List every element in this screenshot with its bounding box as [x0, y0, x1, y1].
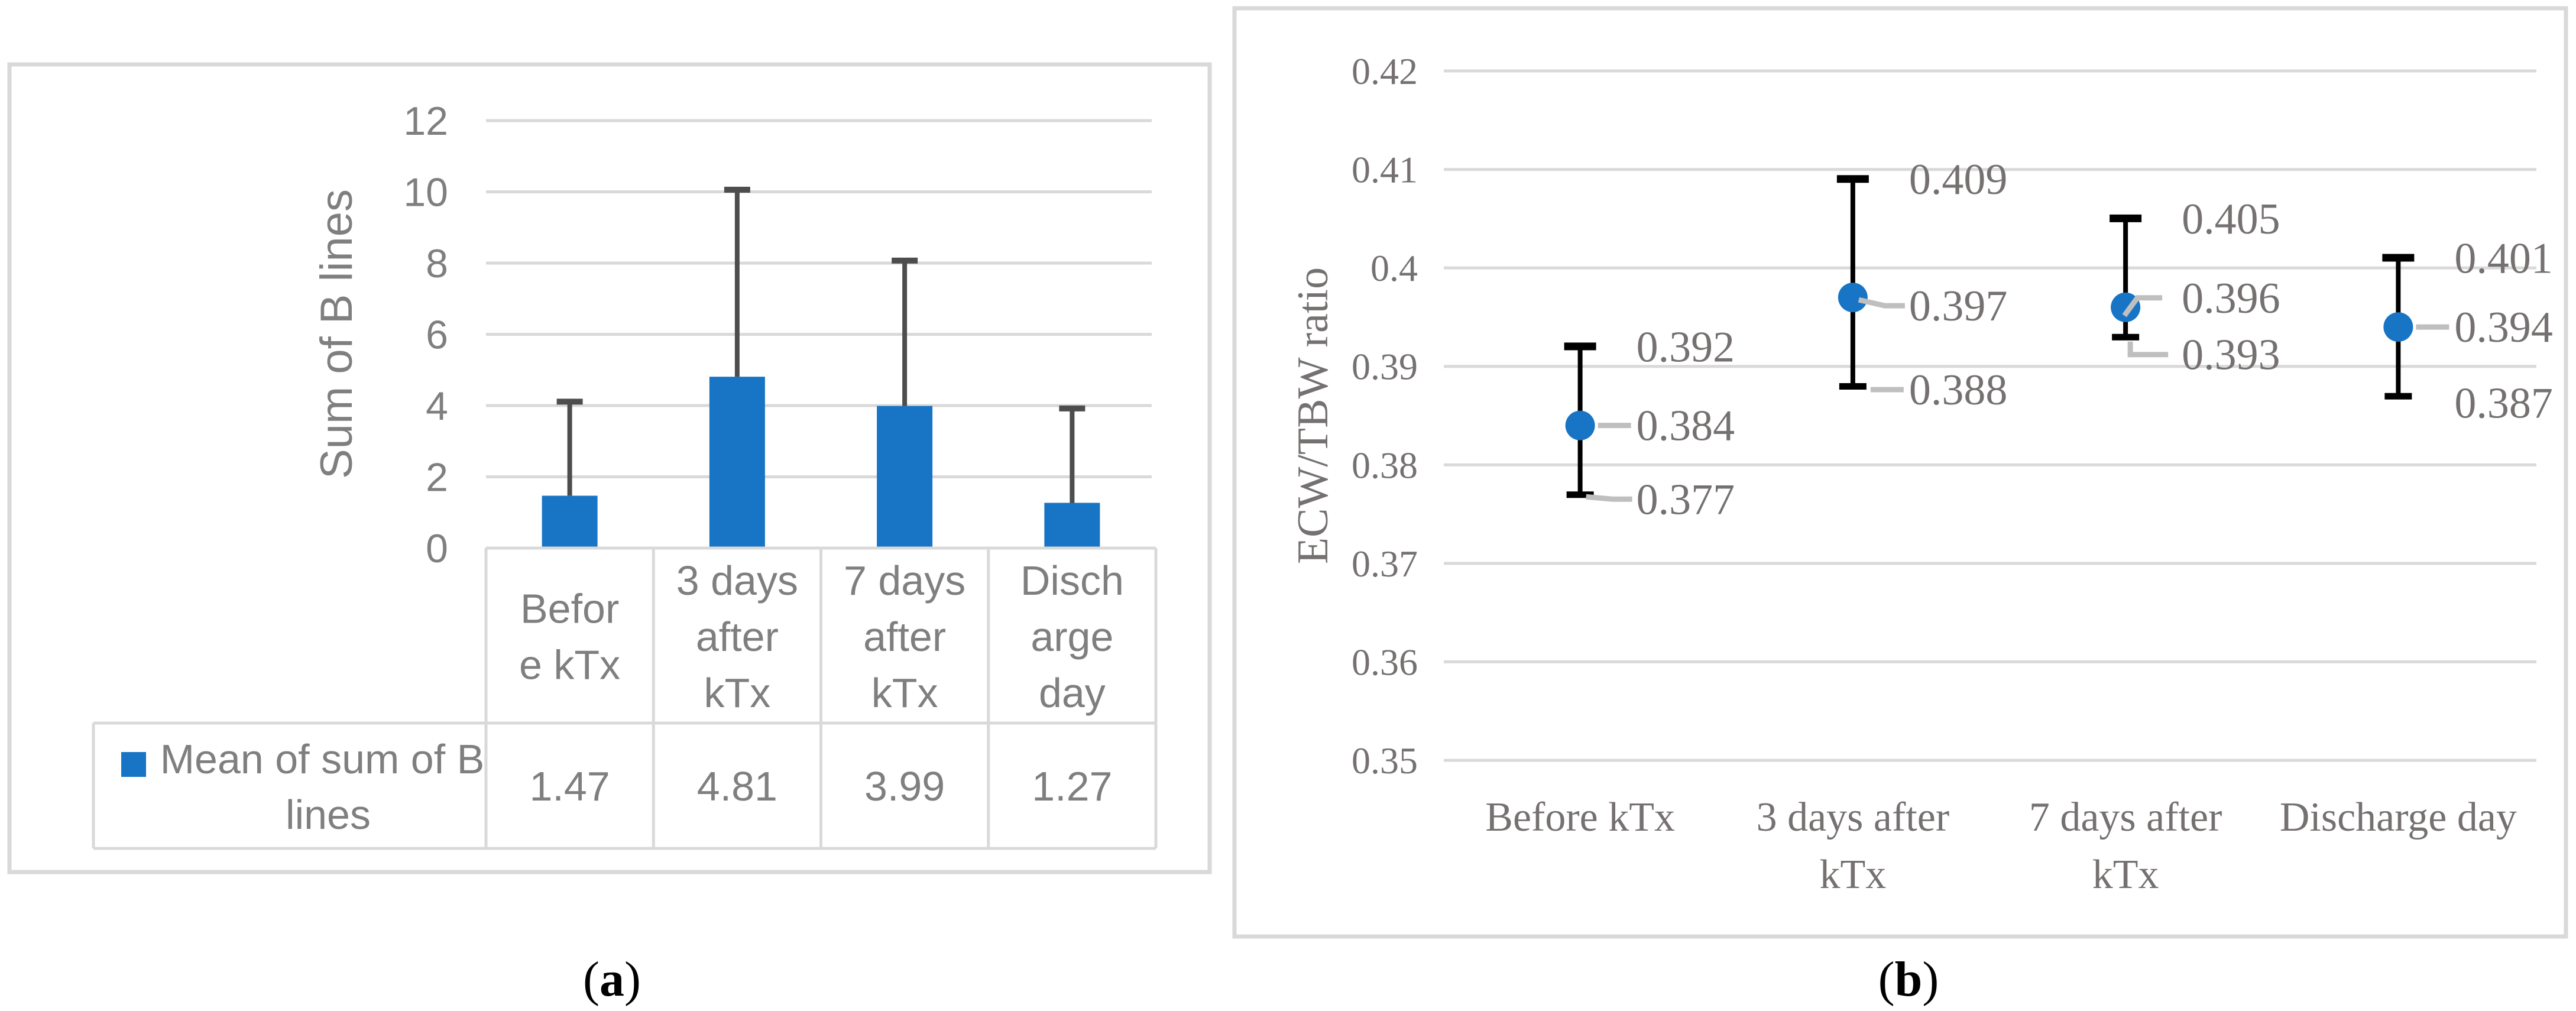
table-value: 1.27 [1032, 763, 1112, 809]
data-label-lower: 0.388 [1909, 366, 2008, 414]
error-bar-cap [1059, 405, 1086, 411]
legend-series-name: Mean of sum of B [160, 736, 485, 782]
caption-a-letter: a [600, 952, 624, 1007]
error-bar-cap-top [1564, 342, 1596, 351]
x-axis-category-label: kTx [2092, 852, 2159, 897]
data-label-leader-line [1858, 297, 1905, 309]
table-category-label: 3 days [676, 558, 798, 604]
y-axis-tick-label: 12 [403, 99, 448, 144]
table-category-label: kTx [871, 670, 938, 716]
y-axis-tick-label: 0.36 [1352, 641, 1418, 683]
table-value: 3.99 [864, 763, 945, 809]
error-bar-cap-bottom [2112, 333, 2140, 341]
error-bar-cap-top [2382, 254, 2415, 262]
table-category-label: e kTx [519, 642, 620, 688]
data-label-leader-line [2122, 295, 2163, 317]
mean-marker [2383, 312, 2413, 342]
y-axis-tick-label: 6 [426, 313, 448, 358]
y-axis-tick-label: 0 [426, 526, 448, 571]
caption-b-open: ( [1878, 952, 1895, 1007]
table-category-label: 7 days [844, 558, 965, 604]
error-bar-cap-bottom [2384, 393, 2412, 400]
caption-a-close: ) [624, 952, 641, 1007]
data-label-mean: 0.384 [1637, 402, 1735, 451]
data-label-mean: 0.396 [2182, 274, 2280, 323]
data-label-upper: 0.401 [2454, 234, 2553, 283]
data-label-mean: 0.394 [2454, 303, 2553, 352]
data-label-upper: 0.392 [1637, 323, 1735, 371]
error-bar-cap [892, 257, 918, 264]
y-axis-title: Sum of B lines [312, 189, 362, 479]
y-axis-tick-label: 0.37 [1352, 543, 1418, 585]
bar [1044, 503, 1100, 548]
bar [709, 377, 765, 548]
x-axis-category-label: Discharge day [2280, 795, 2517, 840]
mean-marker [1838, 283, 1868, 313]
table-category-label: arge [1031, 614, 1113, 660]
y-axis-tick-label: 0.42 [1352, 50, 1418, 92]
table-value: 1.47 [530, 763, 610, 809]
table-category-label: kTx [704, 670, 770, 716]
y-axis-tick-label: 0.39 [1352, 346, 1418, 388]
data-label-mean: 0.397 [1909, 282, 2008, 330]
mean-marker [1565, 410, 1595, 440]
data-label-leader-line [1586, 494, 1632, 502]
error-bar-cap [724, 186, 750, 193]
y-axis-tick-label: 2 [426, 455, 448, 500]
bar [877, 406, 933, 548]
panel-b-scatter-chart: 0.42 0.41 0.4 0.39 0.38 0.37 0.36 0.35 ECW/TBW r… [1232, 6, 2568, 939]
data-label-upper: 0.409 [1909, 155, 2008, 204]
x-axis-category-label: 3 days after [1757, 795, 1950, 840]
x-axis-category-label: 7 days after [2029, 795, 2222, 840]
table-value: 4.81 [697, 763, 777, 809]
y-axis-tick-label: 0.4 [1370, 247, 1418, 289]
data-label-lower: 0.387 [2454, 380, 2553, 428]
error-bar-cap-bottom [1566, 491, 1594, 498]
y-axis-tick-label: 4 [426, 384, 448, 429]
caption-a-open: ( [583, 952, 600, 1007]
x-axis-category-label: Before kTx [1485, 795, 1675, 840]
data-label-lower: 0.393 [2182, 331, 2280, 380]
y-axis-tick-label: 0.35 [1352, 740, 1418, 782]
error-bar-cap-bottom [1839, 383, 1867, 390]
table-category-label: day [1039, 670, 1106, 716]
panel-a-border [7, 62, 1212, 874]
x-axis-category-label: kTx [1819, 852, 1886, 897]
table-category-label: after [863, 614, 946, 660]
table-category-label: Disch [1020, 558, 1124, 604]
y-axis-title: ECW/TBW ratio [1289, 267, 1337, 564]
y-axis-tick-label: 10 [403, 170, 448, 215]
panel-a-bar-chart: 0 2 4 6 8 10 12 Sum of B lines Befor e kTx 3 days a… [7, 62, 1212, 874]
data-label-upper: 0.405 [2182, 195, 2280, 244]
legend-series-name: lines [286, 792, 371, 838]
legend-key-square [121, 752, 146, 777]
bar [542, 495, 598, 548]
error-bar-cap-top [2110, 214, 2142, 222]
data-label-lower: 0.377 [1637, 475, 1735, 524]
error-bar-cap-top [1836, 175, 1869, 183]
caption-a: (a) [583, 951, 641, 1008]
caption-b-close: ) [1922, 952, 1939, 1007]
y-axis-tick-label: 0.38 [1352, 444, 1418, 486]
table-category-label: after [696, 614, 779, 660]
table-category-label: Befor [520, 586, 619, 632]
panel-b-border [1232, 6, 2568, 939]
data-label-leader-line [2127, 341, 2169, 358]
caption-b: (b) [1878, 951, 1939, 1008]
y-axis-tick-label: 8 [426, 241, 448, 286]
error-bar-cap [556, 398, 583, 405]
y-axis-tick-label: 0.41 [1352, 149, 1418, 191]
caption-b-letter: b [1894, 952, 1923, 1007]
